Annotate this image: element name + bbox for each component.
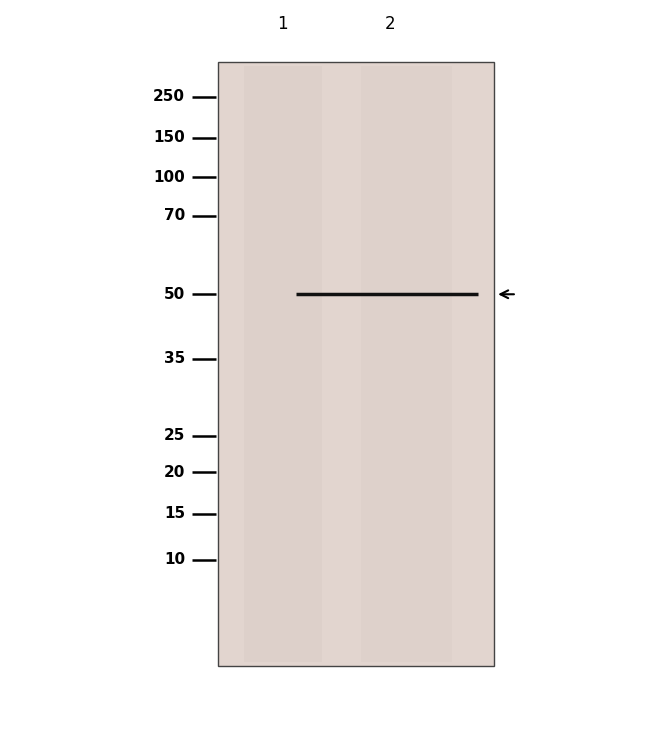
Text: 70: 70 [164,209,185,223]
Text: 2: 2 [385,15,395,33]
Text: 100: 100 [153,170,185,184]
Text: 25: 25 [164,428,185,443]
Text: 10: 10 [164,553,185,567]
Text: 250: 250 [153,89,185,104]
Text: 35: 35 [164,351,185,366]
Text: 1: 1 [278,15,288,33]
Text: 50: 50 [164,287,185,302]
Bar [361,66,452,662]
Text: 20: 20 [164,465,185,479]
Text: 150: 150 [153,130,185,145]
Text: 15: 15 [164,507,185,521]
Bar [244,66,322,662]
Bar [218,62,494,666]
